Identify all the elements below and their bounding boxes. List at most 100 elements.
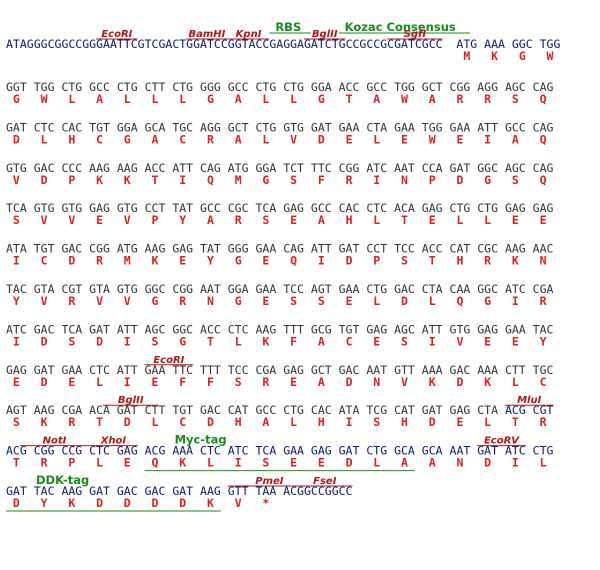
amino-acid: A — [318, 375, 325, 389]
codon: TCA — [255, 444, 276, 458]
amino-acid: I — [13, 334, 20, 348]
codon: GCA — [394, 444, 415, 458]
codon: GAA — [255, 242, 276, 256]
codon: GAT — [89, 484, 110, 498]
codon: CAC — [61, 120, 82, 134]
codon: CAC — [339, 201, 360, 215]
amino-acid: E — [346, 132, 353, 146]
amino-acid: E — [290, 456, 297, 470]
leader-sequence: ATAGGGCGGCCGGGAATTCGTCGACTGGATCCGGTACCGA… — [6, 37, 443, 51]
amino-acid: H — [68, 132, 75, 146]
tag-label: Myc-tag — [175, 433, 227, 447]
codon: AAG — [61, 484, 82, 498]
amino-acid: S — [318, 294, 325, 308]
codon: TTT — [200, 363, 221, 377]
amino-acid: A — [96, 92, 103, 106]
amino-acid: A — [429, 456, 436, 470]
codon: GAC — [61, 242, 82, 256]
amino-acid: Y — [179, 213, 186, 227]
amino-acid: E — [456, 132, 463, 146]
amino-acid: D — [179, 496, 186, 510]
amino-acid: R — [346, 173, 353, 187]
amino-acid: E — [13, 375, 20, 389]
amino-acid: I — [373, 173, 380, 187]
amino-acid: D — [429, 415, 436, 429]
amino-acid: S — [401, 334, 408, 348]
amino-acid: H — [401, 415, 408, 429]
codon: ACA — [89, 403, 110, 417]
amino-acid: P — [152, 213, 159, 227]
amino-acid: A — [318, 334, 325, 348]
codon: TCA — [61, 322, 82, 336]
amino-acid: L — [207, 456, 214, 470]
amino-acid: E — [290, 375, 297, 389]
codon: ATT — [117, 363, 138, 377]
amino-acid: D — [318, 132, 325, 146]
amino-acid: C — [96, 132, 103, 146]
codon: AGT — [6, 403, 27, 417]
codon: CTA — [477, 403, 498, 417]
amino-acid: D — [207, 415, 214, 429]
amino-acid: S — [13, 213, 20, 227]
codon: GAG — [311, 444, 332, 458]
codon: ATT — [422, 322, 443, 336]
site-label: XhoI — [100, 436, 127, 447]
codon: TAC — [34, 484, 55, 498]
codon: GAC — [145, 484, 166, 498]
amino-acid: E — [152, 375, 159, 389]
codon: CAC — [311, 403, 332, 417]
amino-acid: K — [41, 415, 48, 429]
amino-acid: E — [290, 213, 297, 227]
codon: ATC — [228, 444, 249, 458]
amino-acid: I — [318, 254, 325, 268]
amino-acid: R — [262, 375, 269, 389]
codon: AGT — [311, 282, 332, 296]
codon: GAT — [6, 484, 27, 498]
amino-acid: V — [41, 294, 48, 308]
amino-acid: G — [262, 173, 269, 187]
codon: GAG — [283, 363, 304, 377]
amino-acid: A — [152, 132, 159, 146]
codon: CTA — [422, 282, 443, 296]
amino-acid: E — [456, 415, 463, 429]
amino-acid: A — [235, 132, 242, 146]
codon: GAC — [34, 161, 55, 175]
site-label: EcoRI — [153, 355, 184, 366]
codon: CTT — [145, 80, 166, 94]
amino-acid: R — [68, 415, 75, 429]
codon: AAC — [533, 242, 554, 256]
codon: AAG — [117, 161, 138, 175]
amino-acid: R — [96, 254, 103, 268]
codon: GTG — [117, 201, 138, 215]
amino-acid: S — [290, 173, 297, 187]
amino-acid: C — [346, 334, 353, 348]
site-label: KpnI — [236, 29, 262, 40]
codon: TGT — [34, 242, 55, 256]
site-label: NotI — [43, 436, 67, 447]
amino-acid: I — [235, 456, 242, 470]
amino-acid: K — [152, 254, 159, 268]
codon: CTG — [450, 201, 471, 215]
codon: ATC — [505, 444, 526, 458]
codon: GGG — [228, 242, 249, 256]
amino-acid: L — [290, 415, 297, 429]
amino-acid: S — [235, 375, 242, 389]
amino-acid: D — [346, 375, 353, 389]
amino-acid: L — [290, 92, 297, 106]
codon: GCC — [200, 201, 221, 215]
amino-acid: G — [179, 334, 186, 348]
amino-acid: G — [207, 92, 214, 106]
codon: TGG — [540, 37, 561, 51]
amino-acid: H — [456, 254, 463, 268]
site-label: BglII — [118, 395, 144, 406]
codon: GCG — [311, 322, 332, 336]
amino-acid: L — [456, 213, 463, 227]
amino-acid: E — [540, 213, 547, 227]
codon: ACC — [339, 80, 360, 94]
amino-acid: D — [68, 254, 75, 268]
codon: GGC — [477, 161, 498, 175]
feature-label: RBS — [275, 20, 301, 34]
amino-acid: L — [152, 92, 159, 106]
amino-acid: D — [456, 375, 463, 389]
